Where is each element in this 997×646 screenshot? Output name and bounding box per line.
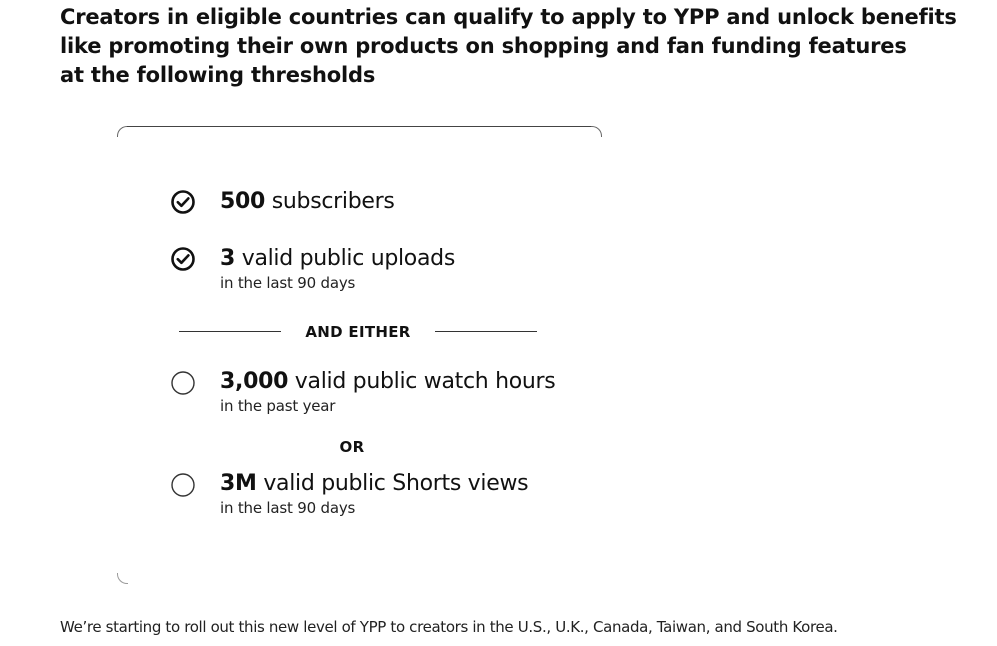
headline-line-1: Creators in eligible countries can quali… bbox=[60, 5, 957, 29]
card-corner bbox=[117, 126, 128, 137]
requirement-value: 3 bbox=[220, 246, 236, 271]
requirement-text: 500 subscribers bbox=[220, 189, 395, 215]
threshold-card: 500 subscribers 3 valid public uploads i… bbox=[117, 126, 602, 584]
check-circle-icon bbox=[170, 189, 196, 215]
check-circle-icon bbox=[170, 246, 196, 272]
divider-label: AND EITHER bbox=[305, 323, 411, 341]
requirement-value: 3M bbox=[220, 471, 257, 496]
requirement-main: 3 valid public uploads bbox=[220, 246, 455, 272]
requirement-text: 3 valid public uploads in the last 90 da… bbox=[220, 246, 455, 293]
empty-circle-icon bbox=[170, 472, 196, 498]
requirement-label: subscribers bbox=[271, 189, 395, 214]
requirement-text: 3M valid public Shorts views in the last… bbox=[220, 471, 529, 518]
requirement-value: 500 bbox=[220, 189, 266, 214]
or-label: OR bbox=[339, 438, 365, 456]
rollout-footnote: We’re starting to roll out this new leve… bbox=[60, 618, 838, 636]
headline-line-3: at the following thresholds bbox=[60, 63, 376, 87]
requirement-value: 3,000 bbox=[220, 369, 289, 394]
headline: Creators in eligible countries can quali… bbox=[60, 3, 960, 90]
and-either-divider: AND EITHER bbox=[179, 321, 537, 343]
divider-line bbox=[179, 331, 281, 332]
empty-circle-icon bbox=[170, 370, 196, 396]
headline-line-2: like promoting their own products on sho… bbox=[60, 34, 907, 58]
card-top-border bbox=[127, 126, 592, 127]
requirement-label: valid public watch hours bbox=[294, 369, 556, 394]
requirement-main: 3,000 valid public watch hours bbox=[220, 369, 556, 395]
requirement-main: 500 subscribers bbox=[220, 189, 395, 215]
requirement-label: valid public Shorts views bbox=[263, 471, 529, 496]
divider-line bbox=[435, 331, 537, 332]
requirement-sub: in the last 90 days bbox=[220, 499, 356, 517]
card-corner bbox=[591, 126, 602, 137]
card-corner bbox=[117, 573, 128, 584]
requirement-sub: in the past year bbox=[220, 397, 336, 415]
requirement-sub: in the last 90 days bbox=[220, 274, 356, 292]
requirement-label: valid public uploads bbox=[241, 246, 456, 271]
requirement-text: 3,000 valid public watch hours in the pa… bbox=[220, 369, 556, 416]
requirement-main: 3M valid public Shorts views bbox=[220, 471, 529, 497]
